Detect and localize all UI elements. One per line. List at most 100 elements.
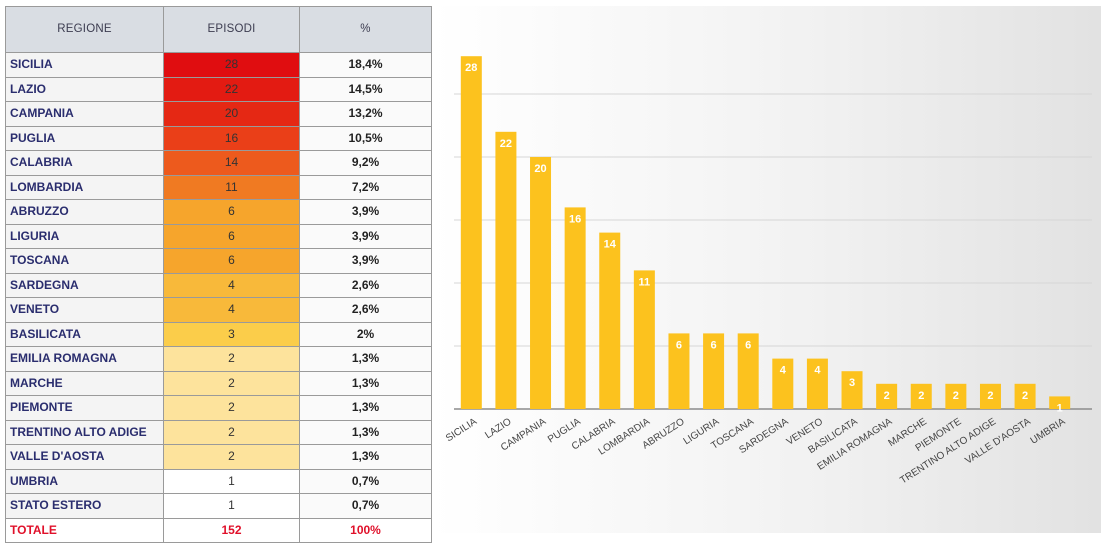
table-row: EMILIA ROMAGNA 2 1,3% [5, 346, 432, 372]
episodes-cell: 2 [163, 419, 300, 445]
table-row: STATO ESTERO 1 0,7% [5, 493, 432, 519]
bar [772, 358, 794, 409]
bar [564, 207, 586, 409]
table-row: LAZIO 22 14,5% [5, 76, 432, 102]
bar-value-label: 6 [676, 339, 682, 351]
episodes-cell: 2 [163, 444, 300, 470]
bar-value-label: 28 [465, 62, 477, 74]
percent-cell: 1,3% [299, 370, 432, 396]
table-row: PUGLIA 16 10,5% [5, 125, 432, 151]
percent-cell: 3,9% [299, 248, 432, 274]
bar-value-label: 2 [918, 390, 924, 402]
region-cell: LOMBARDIA [5, 174, 164, 200]
bar [1014, 383, 1036, 409]
episodes-cell: 4 [163, 272, 300, 298]
table-row: VENETO 4 2,6% [5, 297, 432, 323]
percent-cell: 2,6% [299, 272, 432, 298]
table-row: SARDEGNA 4 2,6% [5, 272, 432, 298]
episodes-cell: 20 [163, 101, 300, 127]
bar [737, 333, 759, 409]
region-cell: UMBRIA [5, 468, 164, 494]
bar [841, 371, 863, 409]
region-cell: CALABRIA [5, 150, 164, 176]
episodes-cell: 2 [163, 370, 300, 396]
episodes-cell: 3 [163, 321, 300, 347]
table-row: ABRUZZO 6 3,9% [5, 199, 432, 225]
episodes-cell: 6 [163, 199, 300, 225]
table-row: BASILICATA 3 2% [5, 321, 432, 347]
bar-value-label: 6 [711, 339, 717, 351]
percent-cell: 7,2% [299, 174, 432, 200]
bar [668, 333, 690, 409]
bar [495, 131, 517, 410]
table-row: TRENTINO ALTO ADIGE 2 1,3% [5, 419, 432, 445]
bar-value-label: 22 [500, 138, 512, 150]
region-cell: VALLE D'AOSTA [5, 444, 164, 470]
bar-value-label: 14 [604, 239, 617, 251]
percent-cell: 2,6% [299, 297, 432, 323]
bar-value-label: 1 [1057, 402, 1063, 414]
episodes-cell: 14 [163, 150, 300, 176]
table-row: UMBRIA 1 0,7% [5, 468, 432, 494]
total-label: TOTALE [5, 517, 164, 543]
region-cell: VENETO [5, 297, 164, 323]
total-episodes: 152 [163, 517, 300, 543]
bar-chart-panel: 28 SICILIA 22 LAZIO 20 CAMPANIA 16 PUGLIA 14 CALA… [432, 6, 1101, 533]
header-episodes: EPISODI [163, 6, 300, 53]
percent-cell: 3,9% [299, 199, 432, 225]
region-cell: LIGURIA [5, 223, 164, 249]
table-body: SICILIA 28 18,4% LAZIO 22 14,5% CAMPANIA 20 13,2… [5, 52, 432, 519]
bar-value-label: 4 [780, 365, 787, 377]
episodes-cell: 1 [163, 468, 300, 494]
bar [633, 270, 655, 409]
episodes-cell: 2 [163, 346, 300, 372]
bar-value-label: 2 [1022, 390, 1028, 402]
bar-value-label: 2 [884, 390, 890, 402]
region-cell: TOSCANA [5, 248, 164, 274]
bar-value-label: 4 [814, 365, 821, 377]
episodes-cell: 6 [163, 248, 300, 274]
percent-cell: 18,4% [299, 52, 432, 78]
table-row: TOSCANA 6 3,9% [5, 248, 432, 274]
bar [1049, 396, 1071, 409]
region-cell: PIEMONTE [5, 395, 164, 421]
total-percent: 100% [299, 517, 432, 543]
x-tick-label: VALLE D'AOSTA [963, 416, 1033, 467]
bar [530, 157, 552, 409]
region-cell: TRENTINO ALTO ADIGE [5, 419, 164, 445]
table-row: LIGURIA 6 3,9% [5, 223, 432, 249]
table-row: PIEMONTE 2 1,3% [5, 395, 432, 421]
table-row: CALABRIA 14 9,2% [5, 150, 432, 176]
episodes-cell: 1 [163, 493, 300, 519]
header-percent: % [299, 6, 432, 53]
table-row: LOMBARDIA 11 7,2% [5, 174, 432, 200]
percent-cell: 1,3% [299, 444, 432, 470]
bar-value-label: 11 [639, 276, 651, 288]
total-row: TOTALE 152 100% [5, 517, 432, 543]
table-row: SICILIA 28 18,4% [5, 52, 432, 78]
percent-cell: 14,5% [299, 76, 432, 102]
region-cell: LAZIO [5, 76, 164, 102]
bar [599, 232, 621, 409]
percent-cell: 1,3% [299, 395, 432, 421]
region-cell: ABRUZZO [5, 199, 164, 225]
bar [460, 56, 482, 409]
episodes-cell: 22 [163, 76, 300, 102]
table-header-row: REGIONE EPISODI % [5, 6, 432, 53]
table-row: MARCHE 2 1,3% [5, 370, 432, 396]
bar-value-label: 3 [849, 377, 855, 389]
bar [876, 383, 898, 409]
bar-chart: 28SICILIA22LAZIO20CAMPANIA16PUGLIA14CALA… [444, 56, 1092, 486]
bar-value-label: 2 [953, 390, 959, 402]
region-cell: EMILIA ROMAGNA [5, 346, 164, 372]
episodes-cell: 16 [163, 125, 300, 151]
bar-value-label: 2 [987, 390, 993, 402]
x-tick-label: SICILIA [444, 416, 479, 444]
percent-cell: 13,2% [299, 101, 432, 127]
percent-cell: 0,7% [299, 468, 432, 494]
episodes-cell: 6 [163, 223, 300, 249]
percent-cell: 1,3% [299, 346, 432, 372]
episodes-table: REGIONE EPISODI % SICILIA 28 18,4% LAZIO 22 1… [5, 6, 432, 543]
bar [979, 383, 1001, 409]
bar-value-label: 6 [745, 339, 751, 351]
